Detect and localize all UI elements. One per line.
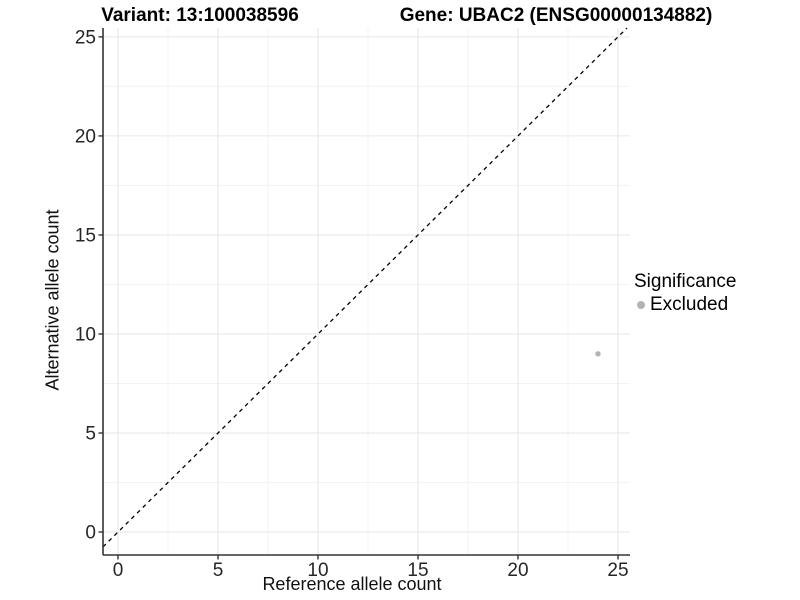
x-axis-title: Reference allele count — [262, 574, 442, 594]
minor-gridlines — [103, 28, 630, 555]
y-axis-title: Alternative allele count — [42, 209, 63, 391]
legend: Significance Excluded — [634, 271, 736, 316]
identity-line — [102, 27, 628, 548]
x-axis-tick-labels: 0 5 10 15 20 25 — [113, 560, 629, 581]
plot-title-variant: Variant: 13:100038596 — [101, 5, 299, 26]
data-points — [595, 351, 601, 357]
x-tick-label: 10 — [307, 560, 328, 581]
data-point — [595, 351, 601, 357]
legend-item-excluded: Excluded — [634, 294, 736, 316]
plot-title-gene: Gene: UBAC2 (ENSG00000134882) — [399, 5, 713, 26]
y-tick-label: 0 — [85, 523, 96, 544]
excluded-point-icon — [637, 301, 645, 309]
y-tick-label: 15 — [75, 225, 96, 246]
legend-item-label: Excluded — [650, 294, 729, 315]
x-tick-label: 15 — [407, 560, 428, 581]
legend-title: Significance — [634, 271, 737, 292]
x-tick-label: 20 — [507, 560, 528, 581]
identity-line-group — [102, 27, 628, 548]
y-tick-label: 10 — [75, 324, 96, 345]
y-axis-ticks — [98, 36, 103, 533]
y-tick-label: 5 — [85, 424, 96, 445]
x-axis-ticks — [117, 555, 619, 560]
major-gridlines — [103, 28, 630, 555]
y-tick-label: 20 — [75, 126, 96, 147]
x-tick-label: 0 — [113, 560, 124, 581]
y-axis-tick-labels: 0 5 10 15 20 25 — [75, 27, 96, 543]
x-tick-label: 5 — [213, 560, 224, 581]
x-tick-label: 25 — [607, 560, 628, 581]
y-tick-label: 25 — [75, 27, 96, 48]
